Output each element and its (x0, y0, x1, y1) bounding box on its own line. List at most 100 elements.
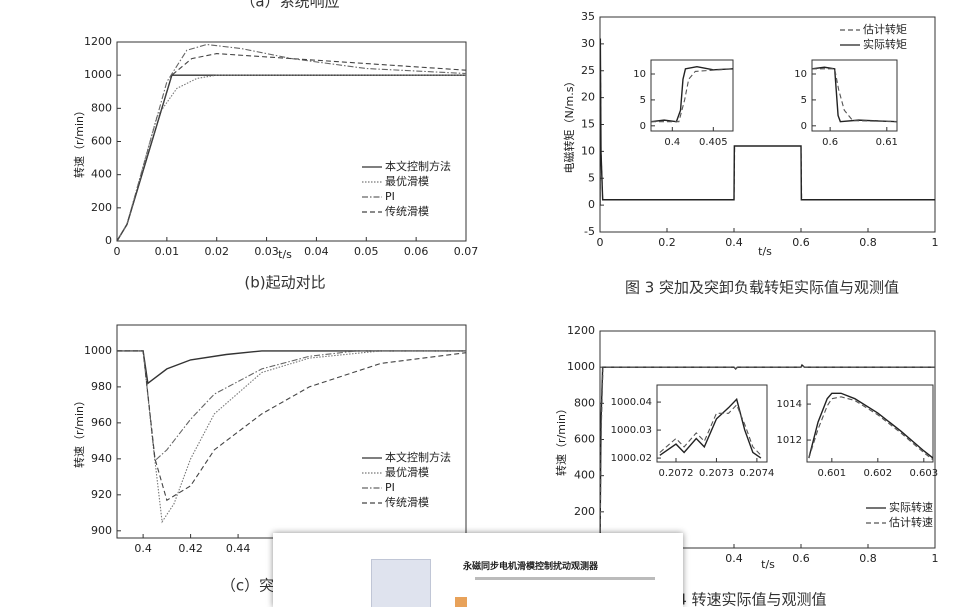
y-tick-label: 1000.03 (611, 425, 652, 436)
series-line (600, 364, 935, 548)
x-tick-label: 0.6 (792, 552, 810, 565)
x-tick-label: 0.4 (664, 137, 680, 148)
y-tick-label: 1000 (567, 360, 595, 373)
x-tick-label: 0.06 (404, 245, 429, 258)
x-axis-label: t/s (758, 245, 772, 258)
y-tick-label: 200 (91, 201, 112, 214)
series-line (659, 403, 762, 456)
y-tick-label: 800 (91, 101, 112, 114)
y-tick-label: 1014 (777, 399, 802, 410)
caption: 图 4 转速实际值与观测值 (657, 591, 826, 607)
x-tick-label: 0.02 (204, 245, 229, 258)
x-tick-label: 0.03 (254, 245, 279, 258)
series-line (600, 38, 935, 206)
legend-label: PI (385, 481, 395, 494)
legend-label: 最优滑模 (385, 466, 429, 479)
y-tick-label: 0 (105, 234, 112, 247)
x-tick-label: 0.07 (454, 245, 479, 258)
x-tick-label: 1 (932, 552, 939, 565)
x-tick-label: 0.603 (909, 468, 938, 479)
x-tick-label: 0 (114, 245, 121, 258)
y-tick-label: 0 (801, 121, 807, 132)
x-tick-label: 0.2073 (699, 468, 734, 479)
x-tick-label: 0 (597, 236, 604, 249)
y-tick-label: 800 (574, 396, 595, 409)
series-line (808, 396, 933, 461)
y-axis-label: 转速（r/min） (72, 105, 86, 178)
x-tick-label: 0.2072 (659, 468, 694, 479)
y-tick-label: 1200 (84, 35, 112, 48)
x-tick-label: 0.405 (699, 137, 728, 148)
plot-area (811, 59, 898, 132)
x-tick-label: 0.601 (818, 468, 847, 479)
series-line (117, 43, 466, 241)
x-tick-label: 0.4 (725, 236, 743, 249)
series-line (117, 350, 466, 502)
x-tick-label: 0.44 (226, 542, 251, 555)
popup-title: 永磁同步电机滑模控制扰动观测器 (463, 562, 599, 572)
text-line (475, 577, 655, 580)
y-tick-label: 5 (588, 171, 595, 184)
plot-area (806, 384, 934, 463)
x-tick-label: 0.6 (822, 137, 838, 148)
legend-label: 估计转速 (889, 515, 933, 529)
y-tick-label: 15 (581, 118, 595, 131)
y-tick-label: -5 (584, 225, 595, 238)
y-tick-label: 20 (581, 91, 595, 104)
y-tick-label: 1000 (84, 344, 112, 357)
series-line (812, 68, 897, 123)
series-line (651, 68, 733, 123)
y-tick-label: 30 (581, 37, 595, 50)
y-tick-label: 25 (581, 64, 595, 77)
legend-label: 实际转矩 (863, 37, 907, 51)
x-tick-label: 0.05 (354, 245, 379, 258)
x-tick-label: 0.4 (725, 552, 743, 565)
y-tick-label: 600 (574, 433, 595, 446)
x-tick-label: 0.42 (178, 542, 203, 555)
y-tick-label: 900 (91, 524, 112, 537)
y-tick-label: 0 (588, 198, 595, 211)
plot-area (650, 59, 734, 132)
y-axis-label: 电磁转矩（N/m.s） (562, 76, 576, 174)
y-tick-label: 200 (574, 505, 595, 518)
y-tick-label: 1000.02 (611, 453, 652, 464)
x-tick-label: 0.04 (304, 245, 329, 258)
caption: （a）系统响应 (240, 0, 339, 11)
x-tick-label: 0.2074 (739, 468, 774, 479)
y-tick-label: 35 (581, 10, 595, 23)
y-tick-label: 1012 (777, 435, 802, 446)
y-tick-label: 1000 (84, 68, 112, 81)
y-tick-label: 5 (640, 95, 646, 106)
y-tick-label: 400 (574, 469, 595, 482)
y-tick-label: 400 (91, 168, 112, 181)
y-tick-label: 5 (801, 95, 807, 106)
y-axis-label: 转速（r/min） (72, 395, 86, 468)
x-tick-label: 0.4 (134, 542, 152, 555)
y-axis-label: 转速（r/min） (554, 403, 568, 476)
y-tick-label: 1000.04 (611, 397, 652, 408)
x-tick-label: 0.8 (859, 236, 877, 249)
y-tick-label: 10 (633, 69, 646, 80)
thumbnail (371, 559, 431, 607)
y-tick-label: 10 (581, 144, 595, 157)
popup-preview[interactable]: 永磁同步电机滑模控制扰动观测器 (273, 533, 683, 607)
y-tick-label: 1200 (567, 324, 595, 337)
legend-label: 本文控制方法 (385, 450, 451, 464)
x-tick-label: 1 (932, 236, 939, 249)
y-tick-label: 0 (640, 121, 646, 132)
series-line (659, 397, 762, 459)
x-tick-label: 0.01 (155, 245, 180, 258)
legend-label: 估计转矩 (863, 22, 907, 36)
legend-label: 本文控制方法 (385, 159, 451, 173)
x-tick-label: 0.2 (658, 236, 676, 249)
legend-label: 传统滑模 (385, 205, 429, 218)
series-line (651, 66, 733, 123)
legend-label: 传统滑模 (385, 496, 429, 509)
y-tick-label: 920 (91, 488, 112, 501)
y-tick-label: 10 (794, 69, 807, 80)
x-axis-label: t/s (761, 558, 775, 571)
legend-label: 最优滑模 (385, 175, 429, 188)
x-axis-label: t/s (278, 248, 292, 261)
y-tick-label: 600 (91, 135, 112, 148)
